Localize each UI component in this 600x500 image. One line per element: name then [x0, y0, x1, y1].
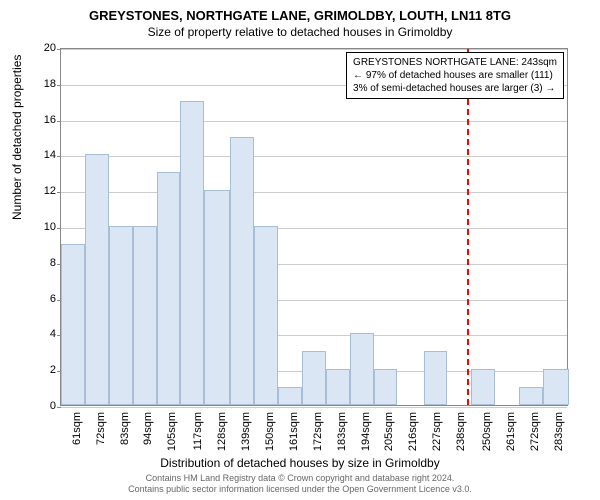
- annotation-line3: 3% of semi-detached houses are larger (3…: [353, 82, 557, 95]
- xtick-label: 117sqm: [192, 412, 204, 452]
- ytick-label: 16: [32, 114, 56, 126]
- chart-title-line2: Size of property relative to detached ho…: [0, 23, 600, 39]
- xtick-label: 183sqm: [336, 412, 348, 452]
- histogram-bar: [230, 137, 254, 406]
- xtick-label: 72sqm: [95, 412, 107, 452]
- histogram-bar: [471, 369, 495, 405]
- ytick-label: 18: [32, 78, 56, 90]
- histogram-bar: [424, 351, 448, 405]
- xtick-label: 194sqm: [360, 412, 372, 452]
- histogram-bar: [109, 226, 133, 405]
- xtick-label: 172sqm: [312, 412, 324, 452]
- ytick-mark: [57, 407, 61, 408]
- xtick-label: 161sqm: [288, 412, 300, 452]
- histogram-bar: [374, 369, 398, 405]
- histogram-bar: [85, 154, 109, 405]
- histogram-bar: [543, 369, 569, 405]
- xtick-label: 227sqm: [431, 412, 443, 452]
- histogram-bar: [278, 387, 302, 405]
- gridline: [61, 49, 567, 50]
- histogram-bar: [350, 333, 374, 405]
- copyright-notice: Contains HM Land Registry data © Crown c…: [0, 473, 600, 496]
- x-axis-label: Distribution of detached houses by size …: [0, 456, 600, 470]
- ytick-label: 10: [32, 221, 56, 233]
- xtick-label: 83sqm: [119, 412, 131, 452]
- xtick-label: 250sqm: [481, 412, 493, 452]
- copyright-line2: Contains public sector information licen…: [0, 484, 600, 496]
- xtick-label: 205sqm: [383, 412, 395, 452]
- histogram-bar: [302, 351, 326, 405]
- ytick-label: 0: [32, 400, 56, 412]
- ytick-label: 14: [32, 149, 56, 161]
- ytick-label: 6: [32, 293, 56, 305]
- histogram-bar: [180, 101, 204, 405]
- gridline: [61, 121, 567, 122]
- chart-title-line1: GREYSTONES, NORTHGATE LANE, GRIMOLDBY, L…: [0, 0, 600, 23]
- ytick-mark: [57, 228, 61, 229]
- ytick-mark: [57, 156, 61, 157]
- histogram-bar: [204, 190, 230, 405]
- histogram-bar: [326, 369, 350, 405]
- ytick-label: 2: [32, 364, 56, 376]
- histogram-bar: [519, 387, 543, 405]
- ytick-label: 4: [32, 328, 56, 340]
- chart-plot-area: GREYSTONES NORTHGATE LANE: 243sqm← 97% o…: [60, 48, 568, 406]
- ytick-label: 8: [32, 257, 56, 269]
- xtick-label: 283sqm: [553, 412, 565, 452]
- xtick-label: 128sqm: [216, 412, 228, 452]
- xtick-label: 94sqm: [142, 412, 154, 452]
- xtick-label: 216sqm: [407, 412, 419, 452]
- gridline: [61, 192, 567, 193]
- annotation-box: GREYSTONES NORTHGATE LANE: 243sqm← 97% o…: [346, 52, 564, 99]
- xtick-label: 238sqm: [455, 412, 467, 452]
- xtick-label: 105sqm: [166, 412, 178, 452]
- ytick-mark: [57, 85, 61, 86]
- reference-marker-line: [467, 49, 469, 405]
- ytick-label: 12: [32, 185, 56, 197]
- histogram-bar: [254, 226, 278, 405]
- gridline: [61, 407, 567, 408]
- ytick-mark: [57, 192, 61, 193]
- ytick-mark: [57, 49, 61, 50]
- xtick-label: 139sqm: [240, 412, 252, 452]
- xtick-label: 61sqm: [71, 412, 83, 452]
- annotation-line1: GREYSTONES NORTHGATE LANE: 243sqm: [353, 56, 557, 69]
- xtick-label: 150sqm: [264, 412, 276, 452]
- histogram-bar: [61, 244, 85, 405]
- annotation-line2: ← 97% of detached houses are smaller (11…: [353, 69, 557, 82]
- ytick-label: 20: [32, 42, 56, 54]
- histogram-bar: [157, 172, 181, 405]
- xtick-label: 272sqm: [529, 412, 541, 452]
- gridline: [61, 156, 567, 157]
- y-axis-label: Number of detached properties: [10, 55, 24, 220]
- copyright-line1: Contains HM Land Registry data © Crown c…: [0, 473, 600, 485]
- xtick-label: 261sqm: [505, 412, 517, 452]
- ytick-mark: [57, 121, 61, 122]
- histogram-bar: [133, 226, 157, 405]
